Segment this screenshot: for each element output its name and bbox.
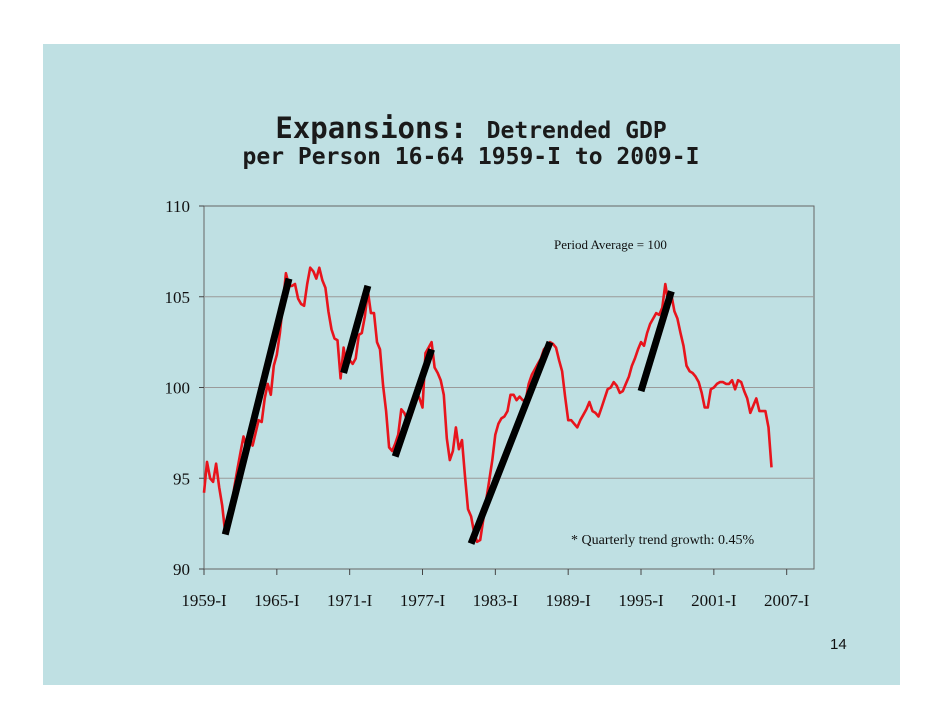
y-axis-ticks: 90 95 100 105 110	[165, 197, 204, 579]
y-tick-label: 90	[173, 560, 190, 579]
trend-line	[221, 277, 293, 536]
x-tick-label: 1965-I	[254, 591, 300, 610]
y-tick-label: 95	[173, 469, 190, 488]
x-axis-ticks: 1959-I 1965-I 1971-I 1977-I 1983-I 1989-I 1995…	[181, 569, 810, 610]
y-tick-label: 110	[165, 197, 190, 216]
page-number: 14	[830, 636, 847, 653]
x-tick-label: 1977-I	[400, 591, 446, 610]
x-tick-label: 1971-I	[327, 591, 373, 610]
y-tick-label: 105	[165, 288, 191, 307]
x-tick-label: 1995-I	[618, 591, 664, 610]
chart-title-rest: Detrended GDP	[486, 118, 667, 144]
x-tick-label: 2007-I	[764, 591, 810, 610]
trend-line	[391, 348, 435, 458]
trend-line	[467, 340, 554, 545]
x-tick-label: 1989-I	[546, 591, 592, 610]
x-tick-label: 1983-I	[473, 591, 519, 610]
x-tick-label: 1959-I	[181, 591, 227, 610]
chart-title-line2: per Person 16-64 1959-I to 2009-I	[242, 144, 700, 170]
trend-line	[637, 290, 675, 393]
chart-title-line1: Expansions: Detrended GDP	[0, 108, 942, 146]
annotation-period-average: Period Average = 100	[554, 237, 667, 252]
trend-lines	[221, 277, 675, 545]
x-tick-label: 2001-I	[691, 591, 737, 610]
chart-title-bold: Expansions:	[275, 111, 468, 145]
trend-line	[340, 284, 372, 374]
series-line	[202, 266, 773, 544]
annotation-trend-growth: * Quarterly trend growth: 0.45%	[571, 533, 754, 548]
y-tick-label: 100	[165, 379, 191, 398]
